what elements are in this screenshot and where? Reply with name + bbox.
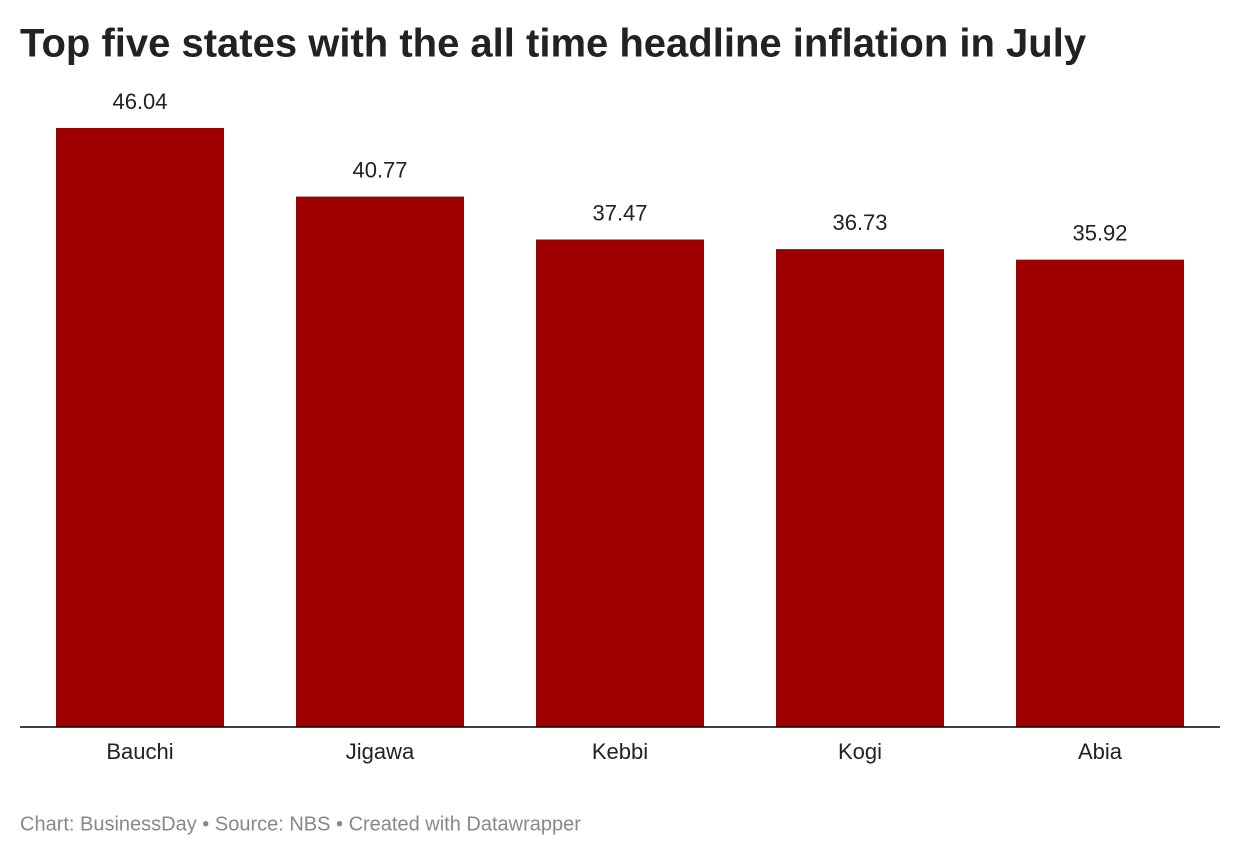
bar [296,196,464,727]
x-tick-label: Bauchi [106,739,173,764]
bar [56,128,224,727]
value-label: 36.73 [832,210,887,235]
value-label: 37.47 [592,200,647,225]
source-note: Chart: BusinessDay • Source: NBS • Creat… [20,813,581,835]
chart-title: Top five states with the all time headli… [20,22,1087,66]
bar [536,239,704,728]
x-tick-label: Abia [1078,739,1123,764]
x-tick-label: Kebbi [592,739,648,764]
value-label: 40.77 [352,157,407,182]
value-label: 46.04 [112,89,167,114]
x-tick-label: Kogi [838,739,882,764]
value-label: 35.92 [1072,220,1127,245]
x-tick-label: Jigawa [346,739,415,764]
bar [776,249,944,727]
bar [1016,259,1184,727]
